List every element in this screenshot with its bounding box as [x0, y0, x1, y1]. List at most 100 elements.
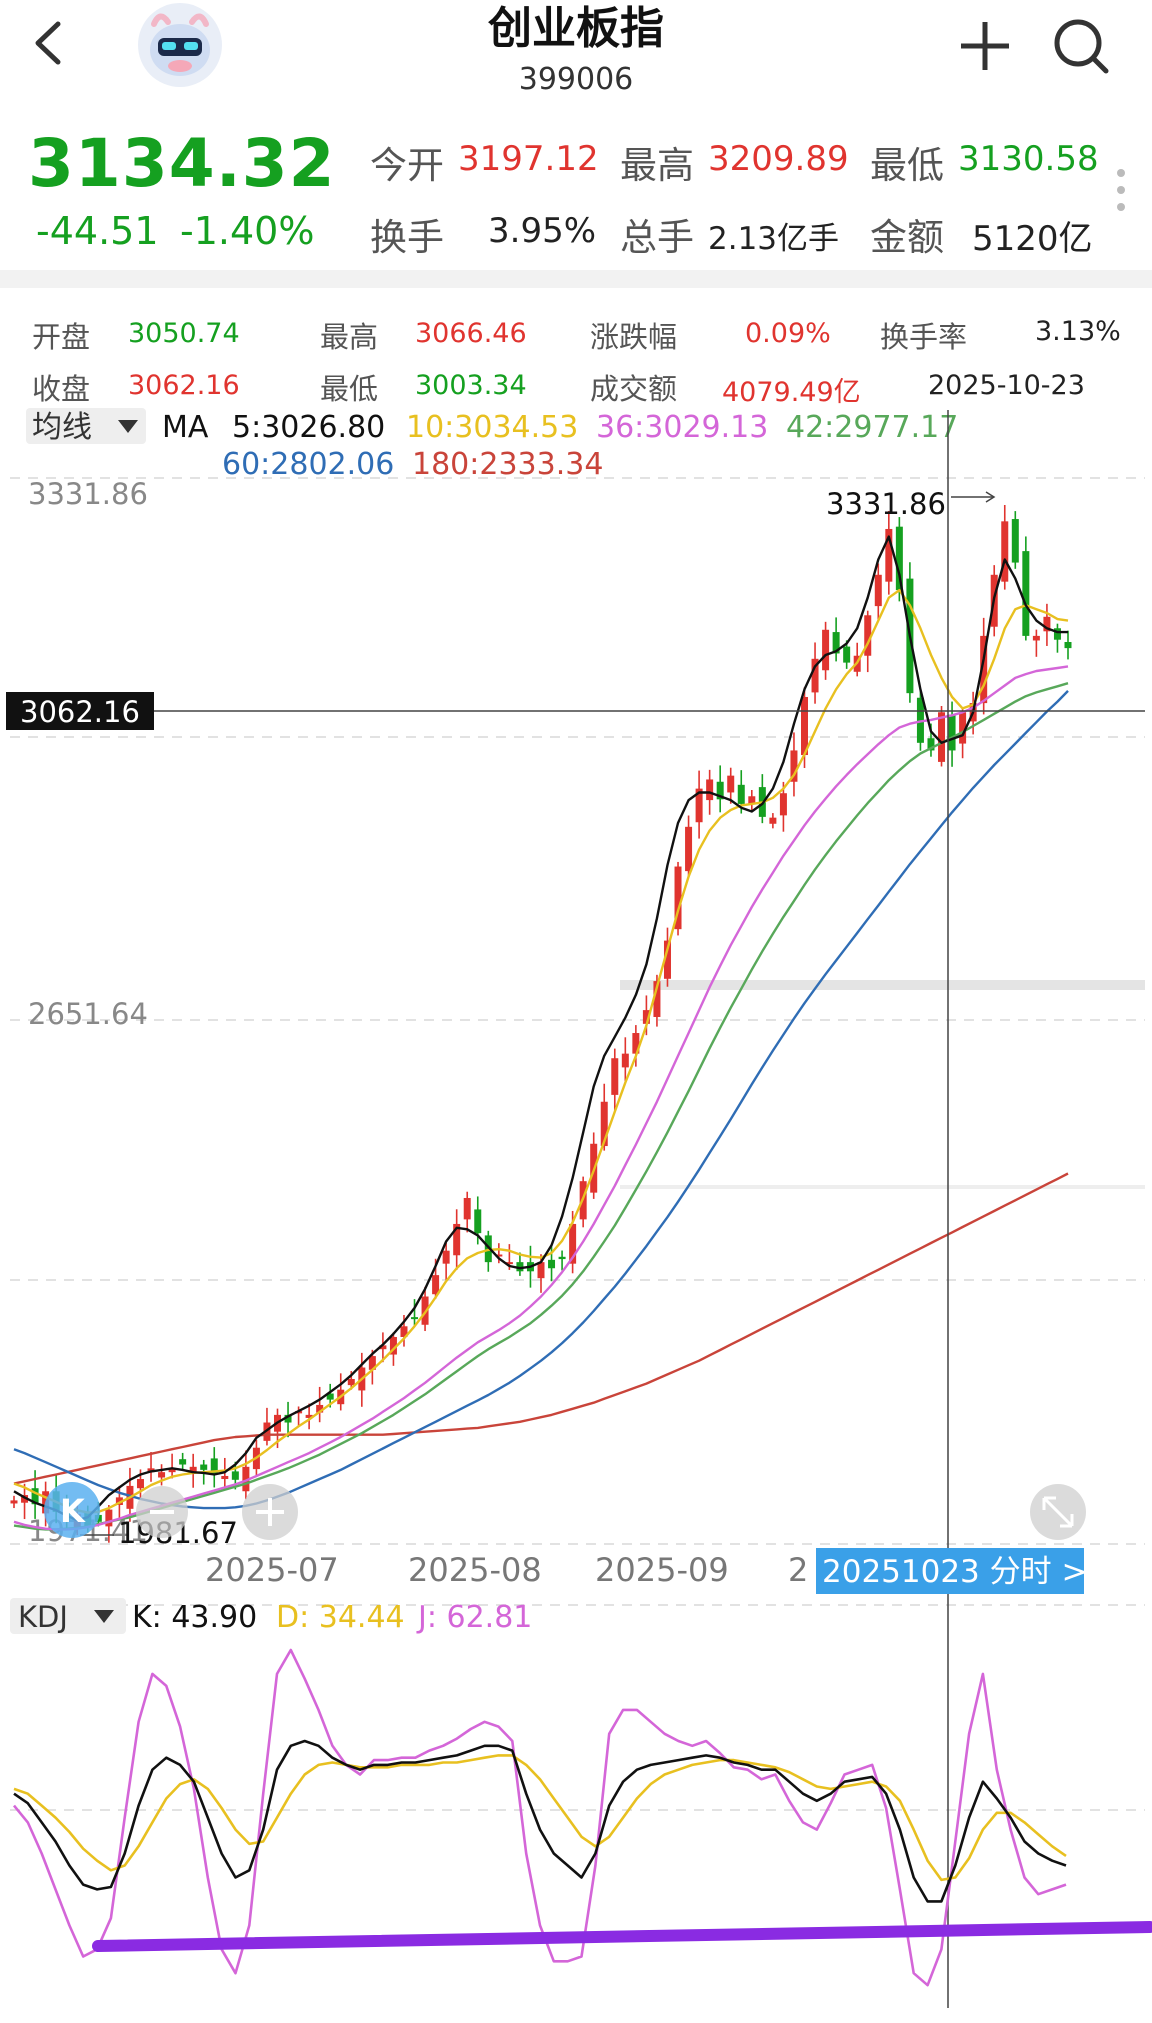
- candle: [1022, 536, 1030, 641]
- volume-value: 2.13亿手: [708, 221, 840, 257]
- candle-body: [158, 1472, 166, 1478]
- kdj-d-value: D: 34.44: [276, 1600, 405, 1635]
- candle: [284, 1401, 292, 1438]
- candle: [179, 1452, 187, 1470]
- candle: [242, 1450, 250, 1500]
- ma-selector[interactable]: 均线: [32, 410, 92, 445]
- turnover-label: 换手: [370, 216, 444, 259]
- search-icon[interactable]: [1050, 15, 1112, 77]
- candle-body: [495, 1254, 503, 1257]
- candle-body: [505, 1262, 513, 1265]
- candle: [695, 770, 703, 839]
- candle: [895, 517, 903, 602]
- candle-body: [558, 1256, 566, 1260]
- candle: [663, 927, 671, 987]
- candle-body: [442, 1250, 450, 1264]
- intraday-link-text[interactable]: 20251023 分时 >: [822, 1554, 1087, 1590]
- candle-body: [938, 712, 946, 762]
- intraday-link-bubble[interactable]: [816, 1548, 1084, 1594]
- candle: [1011, 511, 1019, 569]
- x-tick-label: 2: [788, 1551, 808, 1589]
- candle-body: [948, 714, 956, 751]
- candle: [716, 765, 724, 813]
- candle-body: [980, 635, 988, 704]
- y-tick-label: 3331.86: [28, 477, 148, 511]
- volume-label: 总手: [620, 216, 694, 259]
- candle: [727, 767, 735, 804]
- candle-body: [748, 796, 756, 804]
- candle: [685, 815, 693, 876]
- candle-body: [600, 1101, 608, 1147]
- candle: [790, 732, 798, 797]
- candle-body: [695, 788, 703, 823]
- candle-body: [10, 1500, 18, 1504]
- add-icon[interactable]: [955, 18, 1015, 74]
- kdj-k-line: [13, 1739, 1067, 1903]
- candle: [305, 1403, 313, 1430]
- candle: [21, 1483, 29, 1520]
- x-tick-label: 2025-09: [595, 1551, 729, 1589]
- peak-arrow-head: [985, 491, 996, 503]
- crosshair-price-tag: [6, 692, 154, 730]
- low-value: 3130.58: [958, 139, 1099, 179]
- more-dots-icon[interactable]: [1114, 165, 1128, 215]
- ma36-line: [13, 665, 1069, 1531]
- candle-body: [1032, 635, 1040, 641]
- candle: [516, 1252, 524, 1276]
- kdj-selector[interactable]: KDJ: [18, 1600, 68, 1634]
- candle-body: [474, 1209, 482, 1234]
- amount-label: 金额: [870, 216, 944, 259]
- ohlc-close-value: 3062.16: [128, 370, 240, 401]
- candle-body: [706, 779, 714, 801]
- ma36-value: 36:3029.13: [596, 410, 768, 445]
- ma10-line: [13, 588, 1069, 1514]
- candle: [938, 705, 946, 767]
- candle: [210, 1447, 218, 1488]
- candle-body: [663, 940, 671, 979]
- candle: [1043, 603, 1051, 646]
- candle: [811, 642, 819, 704]
- ohlc-high-value: 3066.46: [415, 318, 527, 349]
- candle: [748, 790, 756, 812]
- candle: [843, 640, 851, 669]
- kdj-dropdown-icon[interactable]: [94, 1610, 114, 1623]
- kline-logo-icon[interactable]: [44, 1482, 100, 1538]
- high-label: 最高: [620, 144, 694, 187]
- candle-body: [769, 817, 777, 824]
- candle: [948, 701, 956, 767]
- candle-body: [347, 1378, 355, 1386]
- candle: [779, 781, 787, 832]
- candle-body: [874, 574, 882, 607]
- candle: [621, 1037, 629, 1083]
- ma-dropdown-icon[interactable]: [118, 420, 138, 433]
- candle-body: [305, 1414, 313, 1418]
- page-title: 创业板指: [488, 3, 664, 54]
- kdj-k-value: K: 43.90: [132, 1600, 257, 1635]
- candle-body: [537, 1262, 545, 1279]
- candle-body: [411, 1317, 419, 1320]
- candle: [10, 1495, 18, 1509]
- candle-body: [368, 1356, 376, 1370]
- candle-body: [716, 781, 724, 800]
- trend-line: [92, 1921, 1152, 1952]
- ma180-value: 180:2333.34: [412, 447, 603, 482]
- candle: [632, 1025, 640, 1067]
- ma-selector-bg[interactable]: [26, 408, 146, 444]
- back-icon[interactable]: [30, 18, 66, 68]
- kdj-selector-bg[interactable]: [10, 1598, 126, 1634]
- candle: [832, 617, 840, 662]
- candle: [1053, 623, 1061, 653]
- candle-body: [432, 1275, 440, 1295]
- candle-body: [843, 646, 851, 663]
- current-price: 3134.32: [28, 125, 336, 202]
- candle-body: [231, 1471, 239, 1480]
- avatar[interactable]: [136, 2, 224, 88]
- amount-value: 5120亿: [972, 219, 1093, 259]
- candle-body: [400, 1326, 408, 1337]
- ohlc-date: 2025-10-23: [928, 370, 1085, 401]
- candle-body: [1022, 551, 1030, 636]
- candle-body: [210, 1458, 218, 1475]
- candle-body: [242, 1466, 250, 1492]
- candle-body: [611, 1058, 619, 1095]
